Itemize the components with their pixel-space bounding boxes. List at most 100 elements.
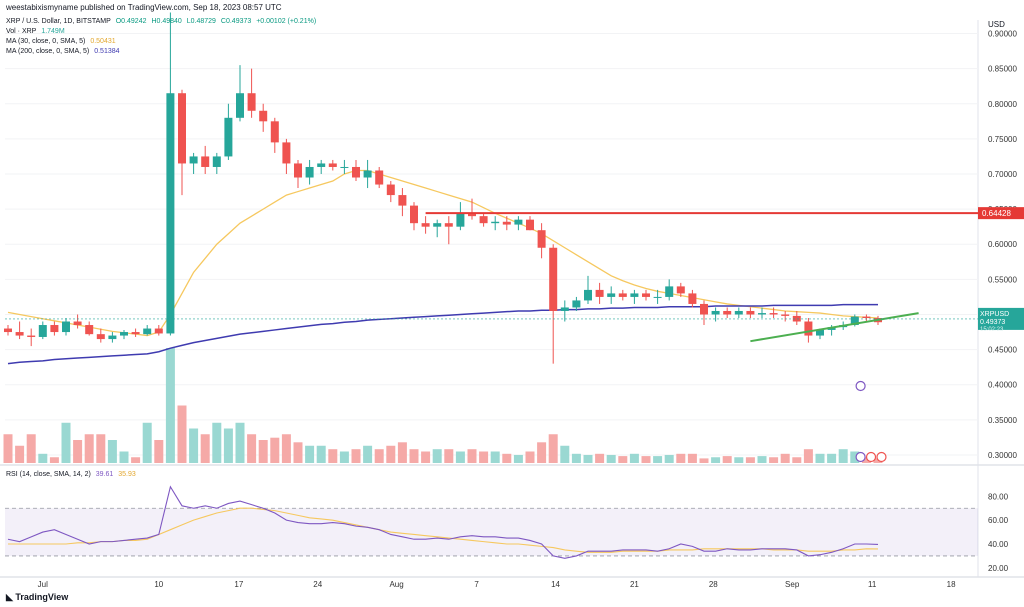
candle-body xyxy=(607,293,616,297)
rsi-label: RSI (14, close, SMA, 14, 2) xyxy=(6,471,91,478)
rsi-tick-label: 40.00 xyxy=(988,540,1009,549)
volume-bar xyxy=(629,453,639,463)
volume-bar xyxy=(38,453,48,463)
rsi-legend: RSI (14, close, SMA, 14, 2) 39.61 35.93 xyxy=(6,470,139,479)
volume-legend: Vol · XRP 1.749M xyxy=(6,27,68,36)
candle-body xyxy=(816,329,824,336)
volume-bar xyxy=(165,348,175,463)
candle-body xyxy=(212,156,221,167)
ma200-value: 0.51384 xyxy=(94,48,120,55)
current-price-symbol: XRPUSD xyxy=(980,311,1009,318)
candle-body xyxy=(352,166,360,178)
ma30-value: 0.50431 xyxy=(90,38,116,45)
candle-body xyxy=(781,314,790,316)
volume-bar xyxy=(73,440,83,463)
ohlc-high: H0.49840 xyxy=(151,18,182,25)
candle-body xyxy=(630,293,639,297)
volume-bar xyxy=(571,453,581,463)
time-tick-label: 24 xyxy=(313,580,322,589)
candle-body xyxy=(595,289,604,297)
candle-body xyxy=(804,321,813,336)
volume-bar xyxy=(397,442,407,463)
candle-body xyxy=(433,223,442,227)
candle-body xyxy=(85,325,94,335)
volume-bar xyxy=(548,434,558,463)
volume-bar xyxy=(386,445,396,463)
candle-body xyxy=(108,335,117,340)
candle-body xyxy=(444,223,453,227)
volume-bar xyxy=(699,458,709,463)
volume-bar xyxy=(722,456,732,463)
volume-bar xyxy=(177,405,187,463)
volume-bar xyxy=(502,453,512,463)
volume-bar xyxy=(189,428,199,463)
volume-bar xyxy=(119,451,129,463)
ohlc-close: C0.49373 xyxy=(220,18,252,25)
rsi-ma-value: 35.93 xyxy=(118,471,136,478)
volume-bar xyxy=(711,457,721,463)
volume-bar xyxy=(780,453,790,463)
price-tick-label: 0.70000 xyxy=(988,170,1017,179)
volume-bar xyxy=(490,451,500,463)
candle-body xyxy=(468,212,476,217)
price-tick-label: 0.35000 xyxy=(988,416,1017,425)
candle-body xyxy=(700,303,708,315)
candle-body xyxy=(259,110,268,122)
volume-bar xyxy=(792,457,802,463)
volume-bar xyxy=(803,449,813,463)
volume-bar xyxy=(850,451,860,463)
tradingview-logo: ◣ TradingView xyxy=(6,592,68,603)
time-tick-label: Aug xyxy=(389,580,403,589)
event-marker-icon xyxy=(876,451,887,463)
volume-bar xyxy=(3,434,13,463)
time-tick-label: 18 xyxy=(947,580,956,589)
candle-body xyxy=(572,300,581,308)
time-tick-label: Sep xyxy=(785,580,800,589)
volume-bar xyxy=(618,456,628,463)
volume-bar xyxy=(142,422,152,463)
candle-body xyxy=(363,170,372,178)
candle-body xyxy=(537,230,546,248)
candle-body xyxy=(236,93,244,118)
candle-body xyxy=(769,313,778,315)
price-tick-label: 0.55000 xyxy=(988,275,1017,284)
time-tick-label: 17 xyxy=(234,580,243,589)
candle-body xyxy=(178,93,186,164)
volume-bar xyxy=(339,451,349,463)
ma200-label: MA (200, close, 0, SMA, 5) xyxy=(6,48,90,55)
candle-body xyxy=(143,328,152,335)
candle-body xyxy=(270,121,279,143)
volume-bar xyxy=(525,451,535,463)
candle-body xyxy=(154,328,163,334)
symbol-header: XRP / U.S. Dollar, 1D, BITSTAMP O0.49242… xyxy=(6,17,319,26)
candle-body xyxy=(526,219,534,231)
countdown-label: 15:02:23 xyxy=(980,327,1004,333)
volume-bar xyxy=(444,449,454,463)
volume-bar xyxy=(421,451,431,463)
candle-body xyxy=(711,310,720,315)
volume-bar xyxy=(328,449,338,463)
volume-bar xyxy=(96,434,106,463)
candle-body xyxy=(96,334,105,340)
candle-body xyxy=(4,328,12,333)
rsi-ma-line xyxy=(8,507,879,553)
candle-body xyxy=(421,223,430,227)
candle-body xyxy=(456,212,465,227)
time-tick-label: Jul xyxy=(38,580,48,589)
candle-body xyxy=(73,321,82,326)
volume-bar xyxy=(560,445,570,463)
tradingview-logo-text: TradingView xyxy=(15,592,69,602)
current-price-value: 0.49373 xyxy=(980,319,1005,326)
rsi-tick-label: 80.00 xyxy=(988,492,1009,501)
volume-bar xyxy=(745,457,755,463)
volume-bar xyxy=(247,434,257,463)
candle-body xyxy=(746,310,755,315)
volume-bar xyxy=(351,449,361,463)
volume-bar xyxy=(15,445,25,463)
time-tick-label: 11 xyxy=(868,580,877,589)
candle-body xyxy=(792,315,801,322)
tradingview-logo-icon: ◣ xyxy=(6,592,16,602)
volume-bar xyxy=(305,445,315,463)
price-tick-label: 0.45000 xyxy=(988,346,1017,355)
candle-body xyxy=(50,325,59,333)
